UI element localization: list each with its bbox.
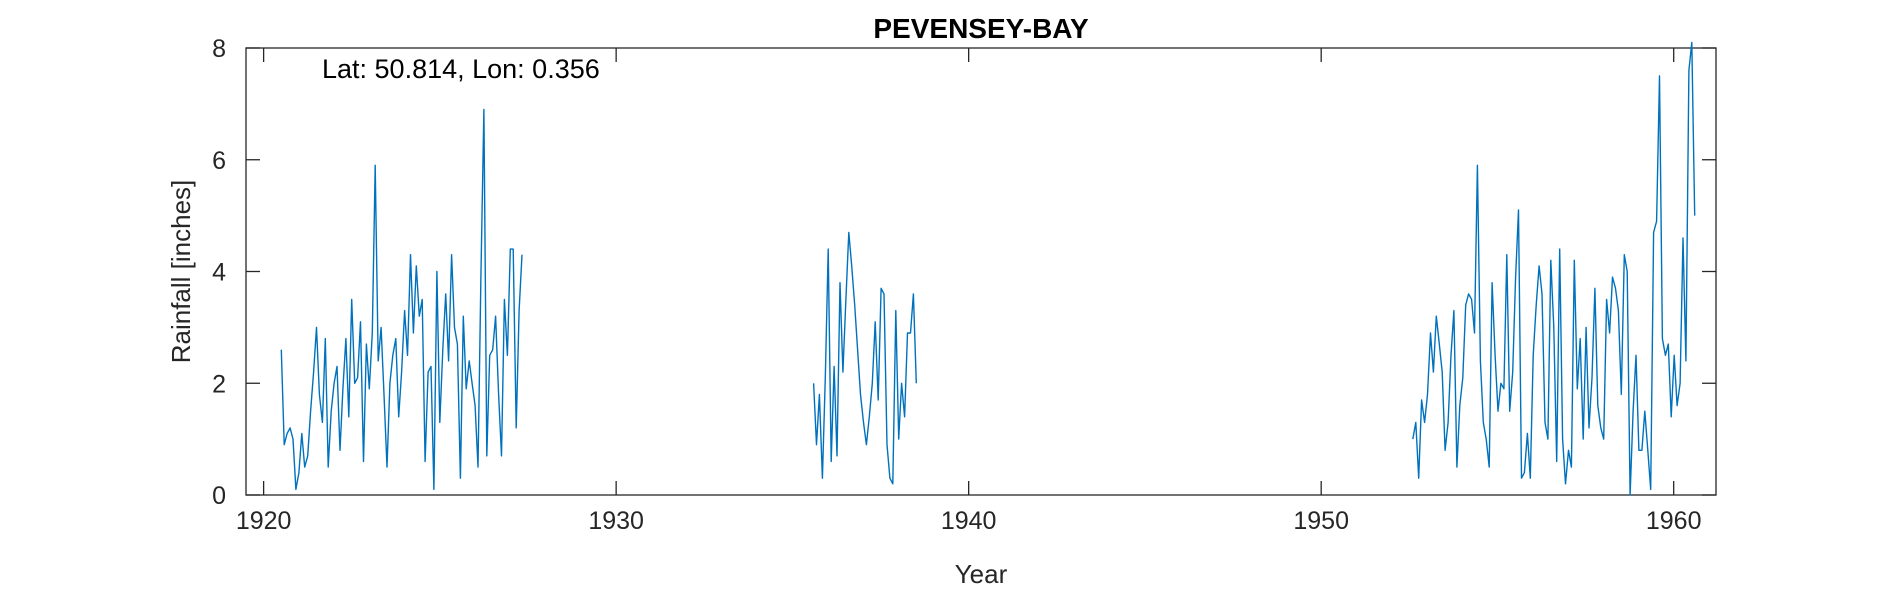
y-tick-label: 6 (212, 147, 226, 175)
y-tick-label: 0 (212, 482, 226, 510)
rainfall-series-line-segment-2 (812, 231, 917, 485)
y-axis-label: Rainfall [inches] (166, 180, 196, 364)
rainfall-series-line-segment-3 (1412, 41, 1696, 496)
x-tick-label: 1950 (1293, 507, 1349, 535)
series-layer (280, 41, 1696, 496)
x-tick-label: 1960 (1646, 507, 1702, 535)
axis-ticks: 1920 1930 1940 1950 1960 0 2 4 6 8 (212, 35, 1716, 535)
x-tick-label: 1920 (236, 507, 292, 535)
y-tick-label: 8 (212, 35, 226, 63)
chart-title: PEVENSEY-BAY (873, 13, 1089, 44)
rainfall-series-line-segment-1 (280, 108, 523, 491)
x-tick-label: 1930 (588, 507, 644, 535)
x-axis-label: Year (955, 559, 1008, 589)
plot-area-frame (245, 47, 1717, 496)
location-annotation: Lat: 50.814, Lon: 0.356 (322, 54, 600, 84)
y-tick-label: 2 (212, 370, 226, 398)
y-tick-label: 4 (212, 259, 226, 287)
x-tick-label: 1940 (941, 507, 997, 535)
